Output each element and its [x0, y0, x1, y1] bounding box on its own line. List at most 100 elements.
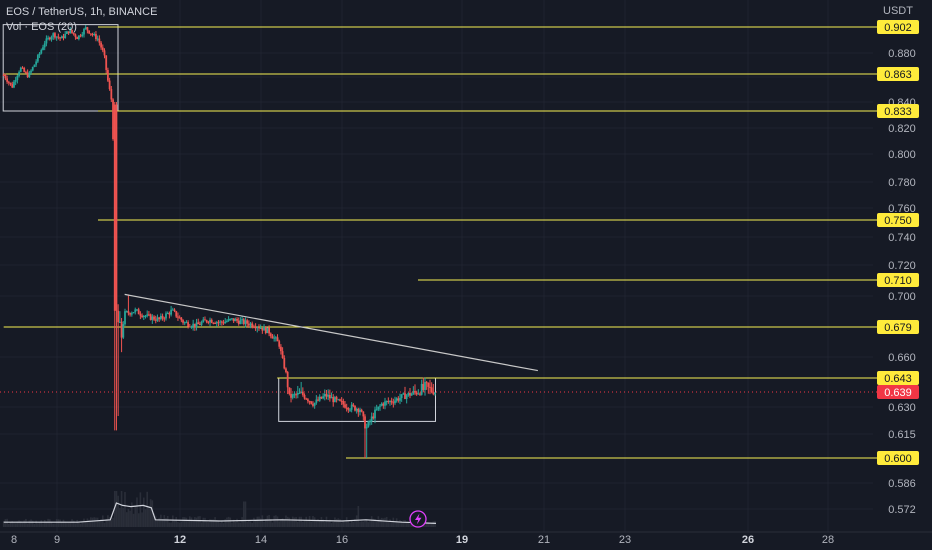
candle-body-248 — [422, 383, 425, 391]
volume-bar-145 — [249, 521, 252, 527]
candle-body-187 — [320, 396, 323, 399]
volume-bar-147 — [253, 517, 255, 527]
candle-body-119 — [205, 320, 208, 322]
candle-body-96 — [166, 313, 169, 315]
volume-bar-10 — [19, 521, 22, 527]
candle-body-55 — [96, 38, 99, 40]
volume-bar-235 — [400, 520, 403, 527]
volume-bar-49 — [86, 518, 89, 527]
candle-body-4 — [9, 82, 12, 85]
candle-body-168 — [288, 387, 291, 395]
candle-body-176 — [301, 391, 304, 395]
level-tag-0.902[interactable] — [877, 20, 919, 34]
candle-body-152 — [261, 328, 264, 331]
candle-body-41 — [72, 32, 75, 35]
volume-bar-119 — [205, 521, 208, 527]
volume-bar-152 — [261, 515, 264, 527]
candle-body-110 — [190, 326, 193, 328]
volume-bar-112 — [194, 517, 196, 527]
volume-bar-239 — [407, 521, 410, 527]
volume-bar-203 — [347, 521, 350, 527]
level-tag-0.710[interactable] — [877, 273, 919, 287]
volume-bar-44 — [78, 522, 80, 527]
volume-bar-19 — [35, 520, 37, 527]
candle-body-45 — [79, 35, 82, 37]
volume-bar-223 — [380, 517, 383, 527]
candle-body-175 — [300, 391, 303, 393]
symbol-title[interactable]: EOS / TetherUS, 1h, BINANCE — [6, 6, 158, 18]
volume-bar-73 — [127, 508, 130, 527]
candle-body-73 — [127, 311, 130, 314]
candle-body-2 — [6, 78, 9, 82]
volume-bar-134 — [231, 522, 233, 527]
candle-body-240 — [409, 392, 411, 396]
candle-body-212 — [362, 411, 365, 417]
volume-bar-3 — [8, 523, 10, 527]
price-tick-label: 0.780 — [888, 177, 916, 189]
range-box-0[interactable] — [2, 24, 119, 112]
candle-body-16 — [30, 70, 32, 73]
volume-bar-25 — [45, 521, 48, 527]
candle-body-182 — [312, 403, 314, 406]
time-axis[interactable]: 9 12 14 16 19 21 23 26 28 8 — [0, 531, 932, 546]
candle-body-92 — [159, 315, 162, 320]
candle-body-155 — [266, 327, 269, 334]
level-tag-0.600[interactable] — [877, 451, 919, 465]
volume-bar-154 — [264, 518, 267, 527]
candle-body-28 — [50, 36, 53, 40]
volume-bar-233 — [397, 521, 400, 527]
lightning-icon[interactable] — [409, 510, 427, 528]
candle-body-127 — [219, 321, 222, 323]
volume-bar-217 — [370, 516, 373, 527]
candle-body-252 — [429, 386, 431, 388]
volume-bar-252 — [429, 524, 431, 527]
volume-bar-66 — [115, 491, 118, 527]
volume-bar-81 — [141, 512, 143, 527]
candle-body-166 — [285, 368, 287, 373]
candle-body-202 — [345, 407, 348, 409]
candle-body-27 — [48, 37, 51, 40]
candle-body-126 — [217, 322, 220, 324]
level-tag-0.750[interactable] — [877, 213, 919, 227]
volume-bar-188 — [322, 519, 324, 527]
price-levels — [3, 26, 877, 459]
volume-bar-169 — [290, 520, 292, 527]
candle-body-160 — [274, 337, 277, 339]
volume-bar-228 — [389, 519, 391, 527]
candle-body-198 — [339, 399, 341, 401]
candle-body-109 — [188, 326, 191, 328]
volume-bar-32 — [57, 519, 60, 527]
volume-bar-226 — [385, 517, 388, 527]
volume-bar-20 — [37, 523, 39, 527]
candle-body-189 — [323, 394, 326, 397]
volume-bar-107 — [185, 517, 188, 527]
candle-body-196 — [335, 397, 338, 400]
level-tag-0.863[interactable] — [877, 67, 919, 81]
candle-body-70 — [122, 324, 125, 338]
candle-body-105 — [182, 320, 184, 323]
level-tag-0.679[interactable] — [877, 320, 919, 334]
price-axis[interactable]: 0.8800.8600.8400.8200.8000.7800.7600.740… — [0, 20, 919, 516]
trendline[interactable] — [124, 293, 538, 372]
volume-bar-82 — [142, 497, 145, 527]
candle-body-35 — [62, 36, 65, 39]
volume-bar-95 — [165, 518, 167, 527]
level-tag-0.833[interactable] — [877, 104, 919, 118]
date-tick-label: 23 — [619, 534, 631, 546]
volume-bar-79 — [137, 513, 140, 527]
candle-body-115 — [199, 324, 201, 326]
candle-body-167 — [286, 372, 289, 388]
candle-body-93 — [161, 315, 164, 319]
candle-body-200 — [342, 401, 345, 405]
candle-body-218 — [372, 416, 375, 419]
volume-bar-172 — [295, 517, 297, 527]
volume-bar-127 — [219, 522, 221, 527]
level-tag-0.643[interactable] — [877, 371, 919, 385]
candle-body-164 — [281, 351, 284, 358]
candle-body-114 — [197, 322, 200, 325]
volume-indicator-title[interactable]: Vol · EOS (20) — [6, 21, 77, 33]
candle-body-43 — [76, 37, 79, 40]
current-price-tag[interactable] — [877, 385, 919, 399]
